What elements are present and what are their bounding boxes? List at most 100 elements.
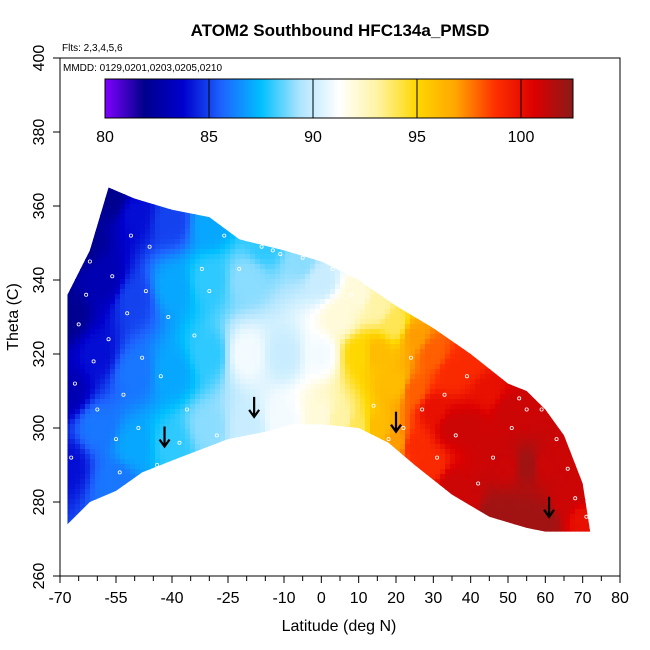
heatmap-cell: [275, 339, 281, 345]
heatmap-cell: [100, 359, 106, 365]
heatmap-cell: [225, 314, 231, 320]
heatmap-cell: [125, 314, 131, 320]
heatmap-cell: [210, 419, 216, 425]
heatmap-cell: [95, 469, 101, 475]
heatmap-cell: [135, 394, 141, 400]
heatmap-cell: [100, 194, 106, 200]
heatmap-cell: [295, 187, 301, 190]
heatmap-cell: [250, 429, 256, 435]
heatmap-cell: [295, 544, 301, 550]
heatmap-cell: [195, 289, 201, 295]
heatmap-cell: [95, 274, 101, 280]
heatmap-cell: [365, 319, 371, 325]
heatmap-cell: [130, 374, 136, 380]
heatmap-cell: [220, 424, 226, 430]
heatmap-cell: [105, 339, 111, 345]
heatmap-cell: [305, 394, 311, 400]
heatmap-cell: [265, 209, 271, 215]
heatmap-cell: [305, 504, 311, 510]
heatmap-cell: [265, 474, 271, 480]
heatmap-cell: [200, 204, 206, 210]
heatmap-cell: [220, 374, 226, 380]
heatmap-cell: [160, 269, 166, 275]
heatmap-cell: [115, 359, 121, 365]
heatmap-cell: [360, 459, 366, 465]
heatmap-cell: [305, 424, 311, 430]
heatmap-cell: [170, 234, 176, 240]
heatmap-cell: [190, 264, 196, 270]
heatmap-cell: [150, 279, 156, 285]
heatmap-cell: [285, 469, 291, 475]
heatmap-cell: [250, 404, 256, 410]
heatmap-cell: [165, 299, 171, 305]
heatmap-cell: [90, 384, 96, 390]
heatmap-cell: [95, 449, 101, 455]
heatmap-cell: [80, 224, 86, 230]
heatmap-cell: [350, 339, 356, 345]
heatmap-cell: [200, 304, 206, 310]
heatmap-cell: [110, 514, 116, 520]
heatmap-cell: [350, 394, 356, 400]
heatmap-cell: [225, 414, 231, 420]
heatmap-cell: [375, 244, 381, 250]
heatmap-cell: [275, 414, 281, 420]
heatmap-cell: [330, 334, 336, 340]
heatmap-cell: [195, 249, 201, 255]
heatmap-cell: [67, 439, 71, 445]
heatmap-cell: [335, 454, 341, 460]
heatmap-cell: [375, 514, 381, 520]
heatmap-cell: [325, 289, 331, 295]
heatmap-cell: [175, 344, 181, 350]
heatmap-cell: [145, 187, 151, 190]
heatmap-cell: [325, 409, 331, 415]
heatmap-cell: [325, 284, 331, 290]
heatmap-cell: [210, 444, 216, 450]
heatmap-cell: [85, 449, 91, 455]
heatmap-cell: [150, 249, 156, 255]
heatmap-cell: [170, 324, 176, 330]
heatmap-cell: [385, 229, 391, 235]
heatmap-cell: [110, 259, 116, 265]
heatmap-cell: [330, 479, 336, 485]
heatmap-cell: [355, 484, 361, 490]
heatmap-cell: [140, 339, 146, 345]
heatmap-cell: [215, 454, 221, 460]
heatmap-cell: [155, 489, 161, 495]
heatmap-cell: [255, 209, 261, 215]
heatmap-cell: [180, 384, 186, 390]
heatmap-cell: [67, 379, 71, 385]
heatmap-cell: [365, 187, 371, 190]
heatmap-cell: [350, 344, 356, 350]
heatmap-cell: [190, 509, 196, 515]
heatmap-cell: [75, 274, 81, 280]
heatmap-cell: [380, 469, 386, 475]
heatmap-cell: [345, 409, 351, 415]
heatmap-cell: [350, 174, 356, 180]
heatmap-cell: [235, 199, 241, 205]
heatmap-cell: [255, 454, 261, 460]
heatmap-cell: [100, 187, 106, 190]
heatmap-cell: [280, 309, 286, 315]
heatmap-cell: [160, 234, 166, 240]
heatmap-cell: [105, 424, 111, 430]
heatmap-cell: [67, 244, 71, 250]
heatmap-cell: [100, 439, 106, 445]
heatmap-cell: [295, 214, 301, 220]
heatmap-cell: [275, 249, 281, 255]
heatmap-cell: [320, 499, 326, 505]
heatmap-cell: [325, 319, 331, 325]
heatmap-cell: [275, 419, 281, 425]
heatmap-cell: [175, 324, 181, 330]
heatmap-cell: [350, 324, 356, 330]
heatmap-cell: [300, 464, 306, 470]
heatmap-cell: [210, 499, 216, 505]
heatmap-cell: [225, 339, 231, 345]
heatmap-cell: [150, 234, 156, 240]
heatmap-cell: [220, 204, 226, 210]
heatmap-cell: [265, 284, 271, 290]
heatmap-cell: [340, 294, 346, 300]
heatmap-cell: [275, 529, 281, 532]
heatmap-cell: [200, 434, 206, 440]
heatmap-cell: [385, 354, 391, 360]
heatmap-cell: [140, 314, 146, 320]
